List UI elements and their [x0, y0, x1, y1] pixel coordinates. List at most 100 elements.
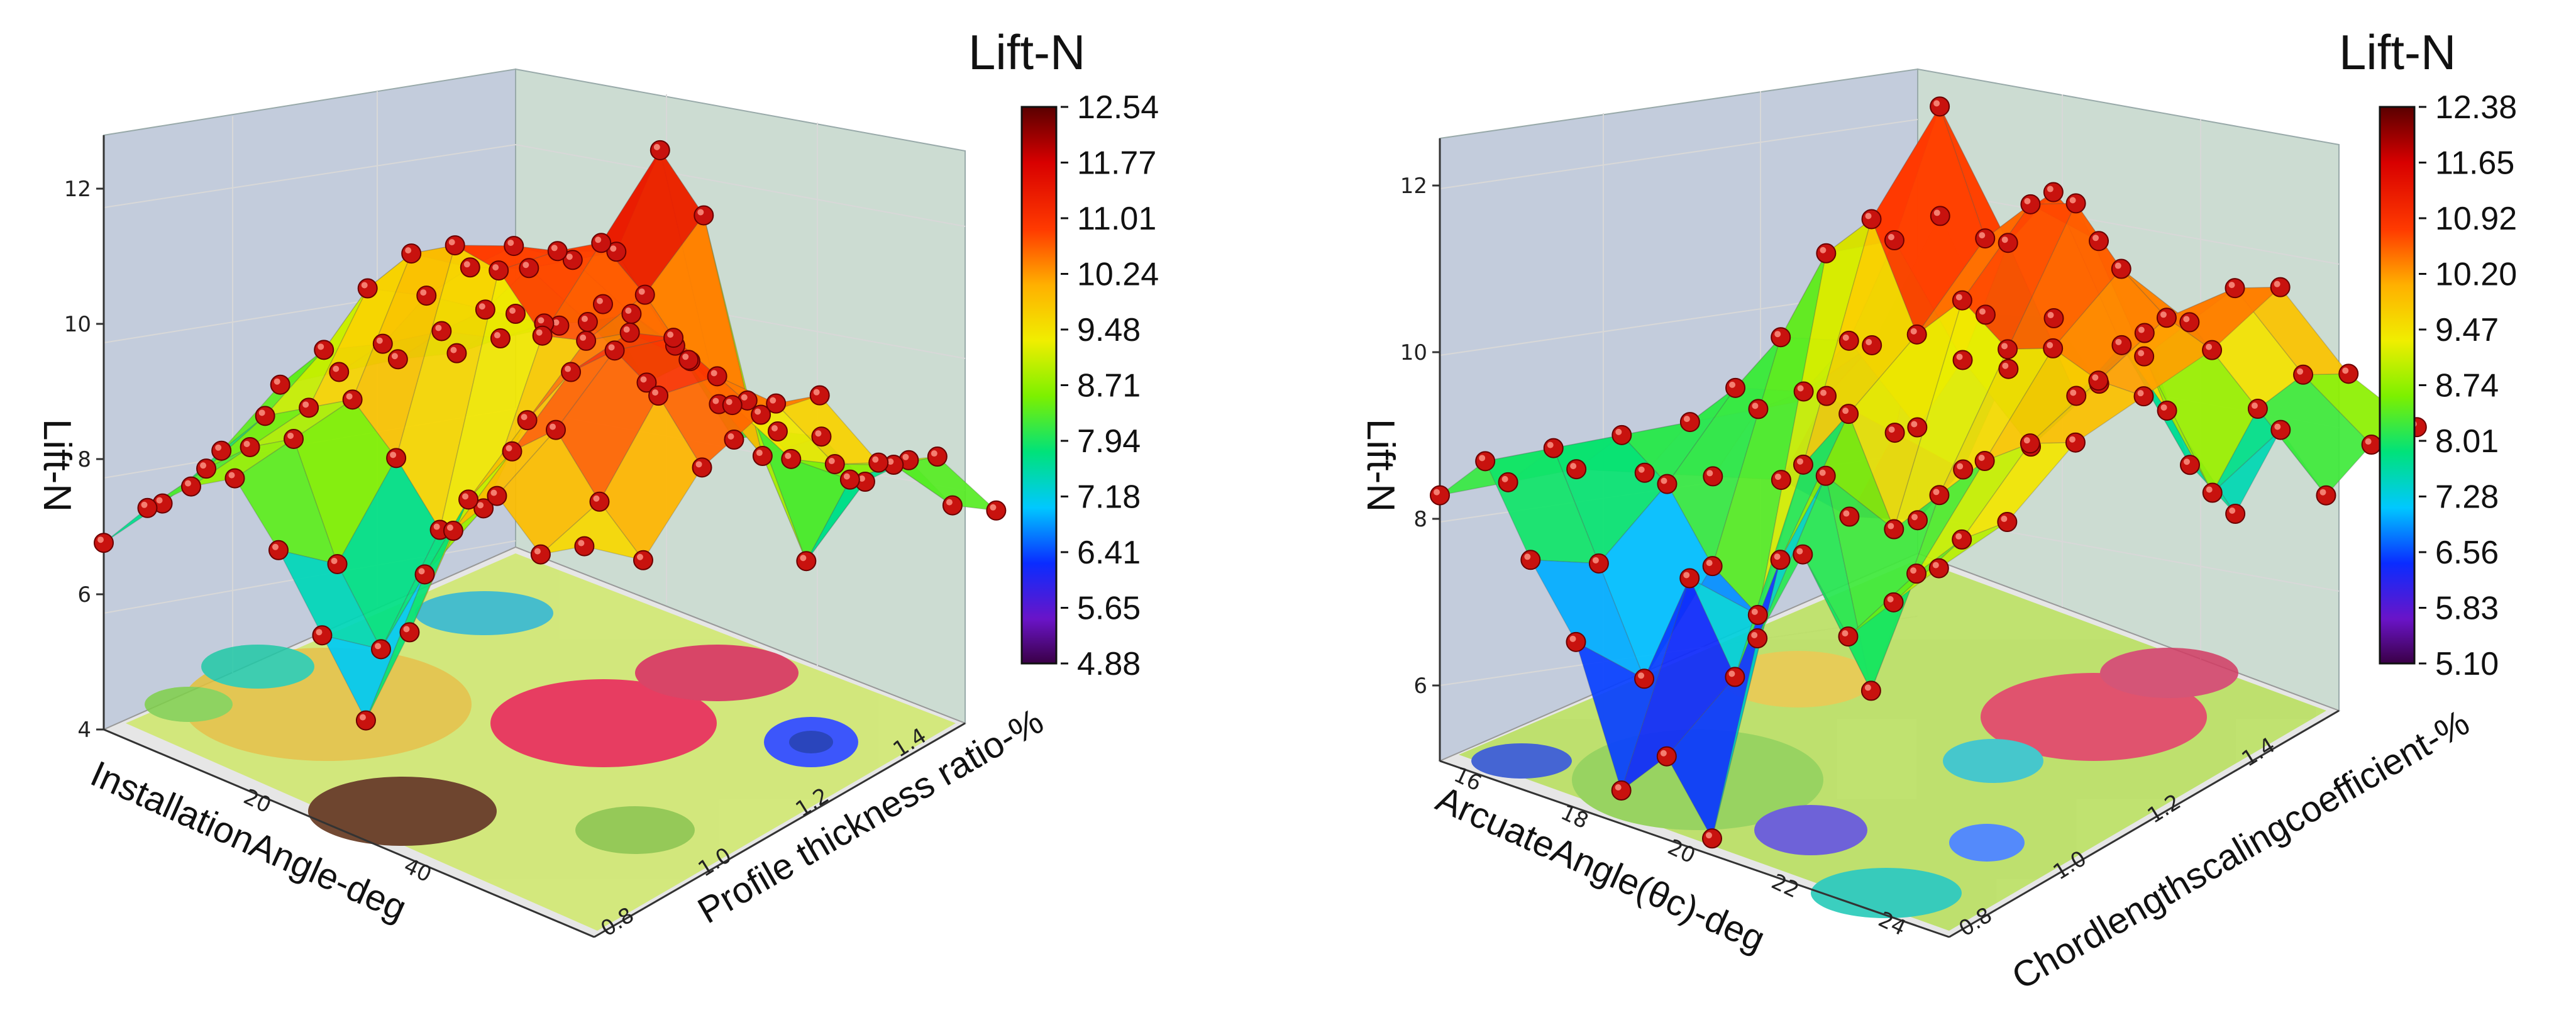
data-point: [386, 448, 407, 469]
data-point-highlight: [1888, 234, 1894, 241]
data-point: [355, 710, 376, 731]
data-point-highlight: [593, 495, 600, 502]
data-point: [342, 389, 363, 410]
data-point-highlight: [1661, 477, 1667, 484]
data-point-highlight: [403, 626, 410, 633]
data-point-highlight: [710, 370, 717, 377]
data-point-highlight: [2092, 374, 2099, 381]
data-point-highlight: [2069, 197, 2076, 204]
data-point-highlight: [800, 555, 807, 562]
data-point: [1543, 438, 1564, 458]
z-tick-label: 12: [64, 177, 91, 202]
colorbar-tick-label: 5.65: [1077, 591, 1141, 627]
data-point: [1998, 339, 2018, 360]
data-point-highlight: [549, 423, 556, 430]
data-point: [506, 304, 526, 324]
data-point-highlight: [1933, 209, 1940, 216]
data-point: [1884, 519, 1904, 540]
data-point: [504, 236, 524, 257]
data-point-highlight: [2274, 280, 2280, 287]
data-point: [2225, 278, 2245, 299]
data-point-highlight: [580, 334, 587, 341]
data-point: [591, 233, 612, 253]
data-point: [2043, 182, 2064, 202]
data-point: [1498, 472, 1518, 492]
data-point-highlight: [1547, 441, 1554, 448]
data-point: [487, 485, 507, 506]
data-point-highlight: [433, 523, 440, 530]
data-point-highlight: [1774, 331, 1781, 338]
data-point-highlight: [2047, 312, 2054, 319]
data-point: [1475, 451, 1496, 472]
z-tick-label: 10: [1400, 340, 1427, 365]
data-point: [1975, 228, 1996, 249]
data-point-highlight: [695, 461, 702, 468]
data-point: [751, 404, 771, 425]
data-point-highlight: [521, 414, 528, 421]
colorbar-tick-label: 5.83: [2435, 591, 2499, 627]
data-point: [1520, 550, 1541, 570]
data-point-highlight: [141, 501, 148, 508]
z-tick-label: 10: [64, 312, 91, 337]
data-point: [722, 395, 743, 416]
data-point-highlight: [302, 401, 309, 408]
data-point: [445, 235, 465, 256]
data-point-highlight: [2023, 437, 2030, 444]
data-point: [2179, 312, 2200, 333]
z-tick-label: 6: [77, 582, 91, 607]
data-point-highlight: [2206, 486, 2213, 493]
data-point: [530, 544, 551, 565]
colorbar-tick-label: 12.38: [2435, 89, 2517, 126]
data-point-highlight: [726, 399, 732, 406]
data-point-highlight: [697, 209, 704, 216]
data-point: [2111, 335, 2132, 355]
data-point: [414, 564, 435, 585]
data-point-highlight: [2114, 262, 2121, 269]
data-point: [387, 349, 408, 370]
data-point-highlight: [1887, 596, 1894, 602]
data-point: [1430, 485, 1450, 506]
data-point: [839, 469, 860, 490]
data-point-highlight: [418, 568, 425, 575]
data-point-highlight: [1957, 463, 1964, 470]
data-point-highlight: [376, 337, 383, 344]
data-point-highlight: [858, 475, 865, 482]
z-tick-label: 8: [1413, 507, 1427, 532]
data-point: [1816, 243, 1837, 263]
data-point: [942, 495, 963, 516]
data-point: [2316, 485, 2336, 506]
data-point: [2065, 432, 2086, 453]
data-point: [574, 536, 595, 557]
data-point-highlight: [2001, 516, 2008, 523]
data-point: [1884, 230, 1904, 251]
data-point: [2156, 308, 2177, 328]
data-point: [240, 436, 260, 457]
data-point: [1701, 828, 1722, 849]
data-point: [371, 639, 392, 660]
data-point: [663, 328, 684, 348]
colorbar-tick-label: 6.41: [1077, 535, 1141, 571]
data-point: [1657, 474, 1678, 494]
data-point: [604, 340, 625, 361]
data-point-markers: [94, 140, 1007, 731]
data-point: [2202, 340, 2223, 360]
data-point: [2338, 363, 2359, 384]
data-point: [1862, 335, 1882, 355]
colorbar-tick-label: 8.74: [2435, 368, 2499, 404]
data-point: [1952, 350, 1973, 370]
data-point: [1634, 462, 1655, 483]
data-point-highlight: [1911, 421, 1918, 428]
data-point: [1975, 304, 1996, 325]
data-point-highlight: [1979, 232, 1986, 239]
data-point: [724, 430, 744, 450]
data-point: [1771, 327, 1791, 348]
data-point-highlight: [1796, 458, 1803, 465]
data-point: [1906, 563, 1927, 584]
axis-lines: [1439, 138, 2340, 938]
data-point: [312, 625, 333, 646]
data-point: [692, 457, 712, 478]
data-point-highlight: [566, 253, 573, 260]
data-point: [619, 322, 640, 343]
colorbar-tick-label: 7.94: [1077, 423, 1141, 460]
